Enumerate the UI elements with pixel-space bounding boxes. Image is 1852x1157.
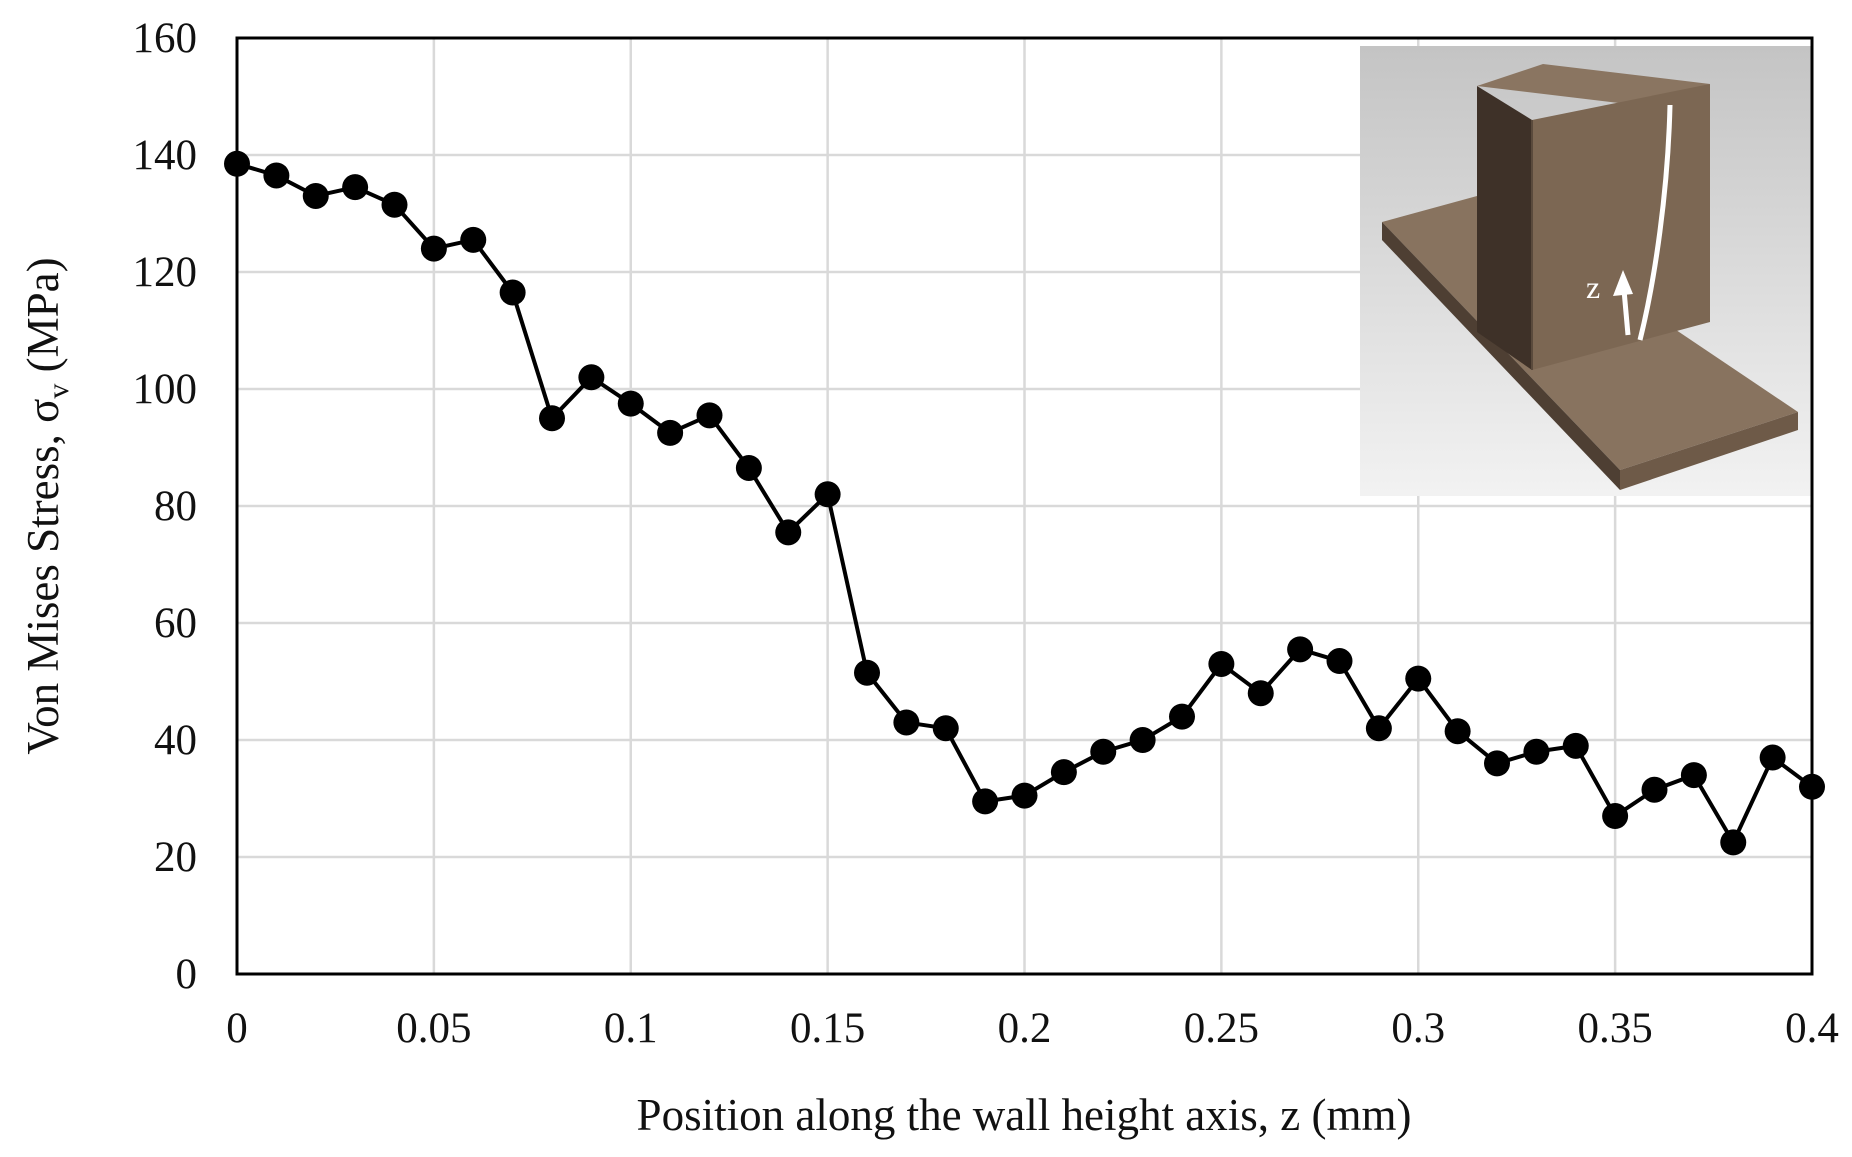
data-point xyxy=(302,182,329,209)
x-tick-label: 0.05 xyxy=(396,1005,471,1052)
data-point xyxy=(1365,715,1392,742)
x-axis-title: Position along the wall height axis, z (… xyxy=(637,1090,1412,1140)
data-point xyxy=(1641,776,1668,803)
y-tick-label: 20 xyxy=(154,834,197,881)
data-point xyxy=(499,279,526,306)
z-arrow-shaft xyxy=(1621,289,1631,336)
y-tick-label: 40 xyxy=(154,717,197,764)
data-point xyxy=(578,364,605,391)
data-point xyxy=(381,191,408,218)
y-axis-title-unit: (MPa) xyxy=(18,257,68,383)
data-point xyxy=(1602,803,1629,830)
y-axis-title: Von Mises Stress, σv (MPa) xyxy=(18,257,75,754)
x-tick-label: 0.2 xyxy=(998,1005,1052,1052)
series-layer xyxy=(224,150,1825,856)
x-tick-label: 0 xyxy=(226,1005,248,1052)
z-arrow-head xyxy=(1613,270,1633,296)
x-tick-label: 0.3 xyxy=(1391,1005,1445,1052)
base-plate-front xyxy=(1620,412,1798,490)
wall-front-face xyxy=(1532,84,1710,370)
data-point xyxy=(1562,732,1589,759)
data-point xyxy=(420,235,447,262)
data-point xyxy=(775,519,802,546)
data-point xyxy=(657,419,684,446)
data-point xyxy=(617,390,644,417)
y-tick-label: 60 xyxy=(154,600,197,647)
y-axis-title-subscript: v xyxy=(42,384,75,399)
data-point xyxy=(972,788,999,815)
data-point xyxy=(1326,648,1353,675)
x-tick-label: 0.1 xyxy=(604,1005,658,1052)
y-tick-label: 160 xyxy=(133,15,198,62)
data-point xyxy=(893,709,920,736)
data-point xyxy=(735,454,762,481)
data-point xyxy=(1680,762,1707,789)
y-tick-label: 120 xyxy=(133,249,198,296)
data-point xyxy=(1287,636,1314,663)
data-point xyxy=(932,715,959,742)
data-point xyxy=(1444,718,1471,745)
data-point xyxy=(696,402,723,429)
wall-height-curve xyxy=(1637,104,1673,341)
data-point xyxy=(1484,750,1510,777)
data-point xyxy=(342,174,369,201)
data-point xyxy=(1759,744,1786,771)
x-tick-label: 0.4 xyxy=(1785,1005,1839,1052)
x-tick-label: 0.25 xyxy=(1184,1005,1259,1052)
y-tick-label: 0 xyxy=(176,951,198,998)
wall-geometry-inset: z xyxy=(1360,46,1812,496)
base-plate-side xyxy=(1382,222,1620,490)
data-point xyxy=(1405,665,1432,692)
data-point xyxy=(1169,703,1195,730)
x-tick-label: 0.15 xyxy=(790,1005,865,1052)
data-point xyxy=(1090,738,1117,765)
data-point xyxy=(263,162,290,189)
data-point xyxy=(1720,829,1747,856)
data-point xyxy=(854,659,880,686)
data-point xyxy=(1208,650,1235,677)
y-tick-label: 140 xyxy=(133,132,198,179)
z-axis-label: z xyxy=(1586,269,1600,305)
data-point xyxy=(1129,727,1156,753)
wall-top xyxy=(1477,64,1710,106)
plot-frame xyxy=(235,36,1814,976)
data-point xyxy=(1247,680,1274,707)
data-point xyxy=(539,405,565,432)
y-axis-title-main: Von Mises Stress, σ xyxy=(18,399,68,755)
x-tick-label: 0.35 xyxy=(1578,1005,1653,1052)
data-point xyxy=(460,226,487,253)
y-tick-label: 100 xyxy=(133,366,198,413)
y-tick-labels: 0 20 40 60 80 100 120 140 160 xyxy=(133,15,198,998)
data-point xyxy=(814,481,841,508)
y-tick-label: 80 xyxy=(154,483,197,530)
wall-dark-face xyxy=(1477,86,1532,370)
data-point xyxy=(1523,738,1550,765)
data-point xyxy=(1050,759,1077,786)
data-point xyxy=(1011,782,1038,809)
x-tick-labels: 0 0.05 0.1 0.15 0.2 0.25 0.3 0.35 0.4 xyxy=(226,1005,1839,1052)
